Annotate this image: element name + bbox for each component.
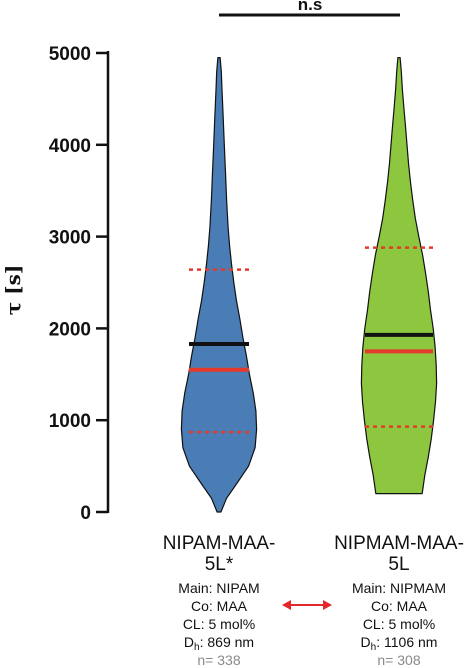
y-tick-label: 1000: [49, 411, 91, 432]
info-dh-subscript: h: [371, 642, 377, 653]
y-tick-label: 5000: [49, 44, 91, 65]
info-dh-symbol: D: [184, 634, 194, 650]
category-labels: NIPAM-MAA-5L* Main: NIPAM Co: MAA CL: 5 mol…: [163, 533, 464, 668]
y-tick-label: 0: [80, 503, 91, 524]
violin-group: [180, 57, 258, 513]
y-tick-label: 2000: [49, 319, 91, 340]
violin-body: [360, 57, 438, 495]
info-co: Co: MAA: [371, 598, 428, 614]
info-main: Main: NIPAM: [178, 580, 259, 596]
y-tick-label: 4000: [49, 136, 91, 157]
y-axis: 0 1000 2000 3000 4000 5000 τ [s]: [1, 44, 110, 524]
info-dh-value: : 869 nm: [200, 634, 254, 650]
comparison-arrow-right-head: [323, 600, 332, 610]
category-label-group: NIPAM-MAA-5L* Main: NIPAM Co: MAA CL: 5 mol…: [163, 533, 276, 668]
info-co: Co: MAA: [191, 598, 248, 614]
info-cl: CL: 5 mol%: [183, 616, 255, 632]
significance-annotation: n.s: [219, 0, 400, 17]
violin-group: [360, 57, 438, 495]
info-dh-value: : 1106 nm: [376, 634, 437, 650]
category-label: NIPMAM-MAA-: [334, 533, 464, 554]
category-label-group: NIPMAM-MAA-5L Main: NIPMAM Co: MAA CL: 5 mo…: [334, 533, 464, 668]
info-n: n= 308: [377, 652, 420, 668]
y-tick-label: 3000: [49, 228, 91, 249]
y-axis-label: τ [s]: [1, 265, 25, 316]
category-label: NIPAM-MAA-: [163, 533, 276, 554]
category-label: 5L*: [205, 554, 234, 575]
significance-label: n.s: [298, 0, 323, 14]
info-n: n= 338: [197, 652, 240, 668]
info-main: Main: NIPMAM: [352, 580, 446, 596]
comparison-arrow-left-head: [282, 600, 291, 610]
info-dh: Dh: 869 nm: [184, 634, 254, 653]
info-cl: CL: 5 mol%: [363, 616, 435, 632]
violins: [180, 57, 438, 513]
info-dh-subscript: h: [194, 642, 200, 653]
violin-body: [180, 57, 258, 513]
info-dh-symbol: D: [361, 634, 371, 650]
info-dh: Dh: 1106 nm: [361, 634, 438, 653]
category-label: 5L: [388, 554, 409, 575]
